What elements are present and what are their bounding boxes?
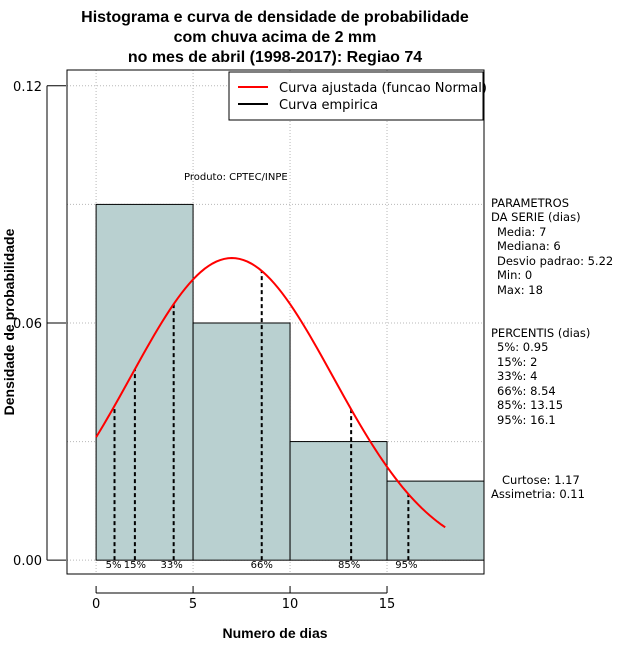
- fitted-normal-curve: [95, 257, 446, 529]
- side-line: 66%: 8.54: [497, 384, 556, 398]
- side-line: PERCENTIS (dias): [491, 326, 590, 340]
- side-line: Assimetria: 0.11: [491, 487, 585, 501]
- side-line: 33%: 4: [497, 369, 537, 383]
- histogram-bars: [95, 203, 485, 561]
- side-line: Mediana: 6: [497, 239, 561, 253]
- side-line: 85%: 13.15: [497, 398, 563, 412]
- produto-annotation: Produto: CPTEC/INPE: [184, 172, 288, 183]
- percentile-label: 5%: [106, 560, 122, 571]
- y-tick-label: 0.00: [13, 554, 42, 569]
- percentile-label: 85%: [338, 560, 360, 571]
- percentis-block: PERCENTIS (dias) 5%: 0.95 15%: 2 33%: 4 …: [491, 326, 590, 427]
- percentile-labels: 5% 15% 33% 66% 85% 95%: [106, 560, 418, 571]
- x-axis: 0 5 10 15: [92, 586, 395, 612]
- x-tick-label: 15: [379, 597, 396, 612]
- x-tick-label: 5: [189, 597, 197, 612]
- histogram-bar: [289, 441, 388, 561]
- side-line: 15%: 2: [497, 355, 537, 369]
- percentile-lines: [113, 270, 410, 561]
- histogram-bar: [192, 322, 291, 561]
- x-tick-label: 10: [282, 597, 299, 612]
- percentile-label: 95%: [395, 560, 417, 571]
- percentile-label: 15%: [124, 560, 146, 571]
- side-line: Max: 18: [497, 283, 543, 297]
- chart-title-line-1: Histograma e curva de densidade de proba…: [81, 9, 469, 26]
- legend-label-empirical: Curva empirica: [279, 98, 378, 113]
- plot-frame: [66, 69, 485, 575]
- side-line: Media: 7: [497, 225, 546, 239]
- chart-title: Histograma e curva de densidade de proba…: [81, 9, 469, 66]
- legend-label-fit: Curva ajustada (funcao Normal): [279, 81, 487, 96]
- x-tick-label: 0: [92, 597, 100, 612]
- side-line: Min: 0: [497, 268, 532, 282]
- x-axis-label: Numero de dias: [222, 625, 327, 641]
- side-line: DA SERIE (dias): [491, 210, 581, 224]
- legend-box: [228, 71, 484, 121]
- side-line: Curtose: 1.17: [502, 473, 580, 487]
- y-axis-label: Densidade de probabilidade: [1, 228, 17, 415]
- chart-title-line-2: com chuva acima de 2 mm: [174, 29, 377, 46]
- side-line: PARAMETROS: [491, 196, 569, 210]
- shape-stats-block: Curtose: 1.17 Assimetria: 0.11: [491, 473, 585, 501]
- y-axis: 0.00 0.06 0.12: [13, 80, 66, 569]
- legend: Curva ajustada (funcao Normal) Curva emp…: [228, 71, 487, 121]
- y-tick-label: 0.06: [13, 317, 42, 332]
- percentile-label: 66%: [251, 560, 273, 571]
- y-tick-label: 0.12: [13, 80, 42, 95]
- side-line: 5%: 0.95: [497, 340, 548, 354]
- side-line: Desvio padrao: 5.22: [497, 254, 613, 268]
- parametros-block: PARAMETROS DA SERIE (dias) Media: 7 Medi…: [491, 196, 613, 297]
- series-statistics-panel: PARAMETROS DA SERIE (dias) Media: 7 Medi…: [491, 196, 613, 501]
- percentile-label: 33%: [161, 560, 183, 571]
- chart-title-line-3: no mes de abril (1998-2017): Regiao 74: [128, 49, 422, 66]
- side-line: 95%: 16.1: [497, 413, 556, 427]
- histogram-bar: [95, 203, 194, 561]
